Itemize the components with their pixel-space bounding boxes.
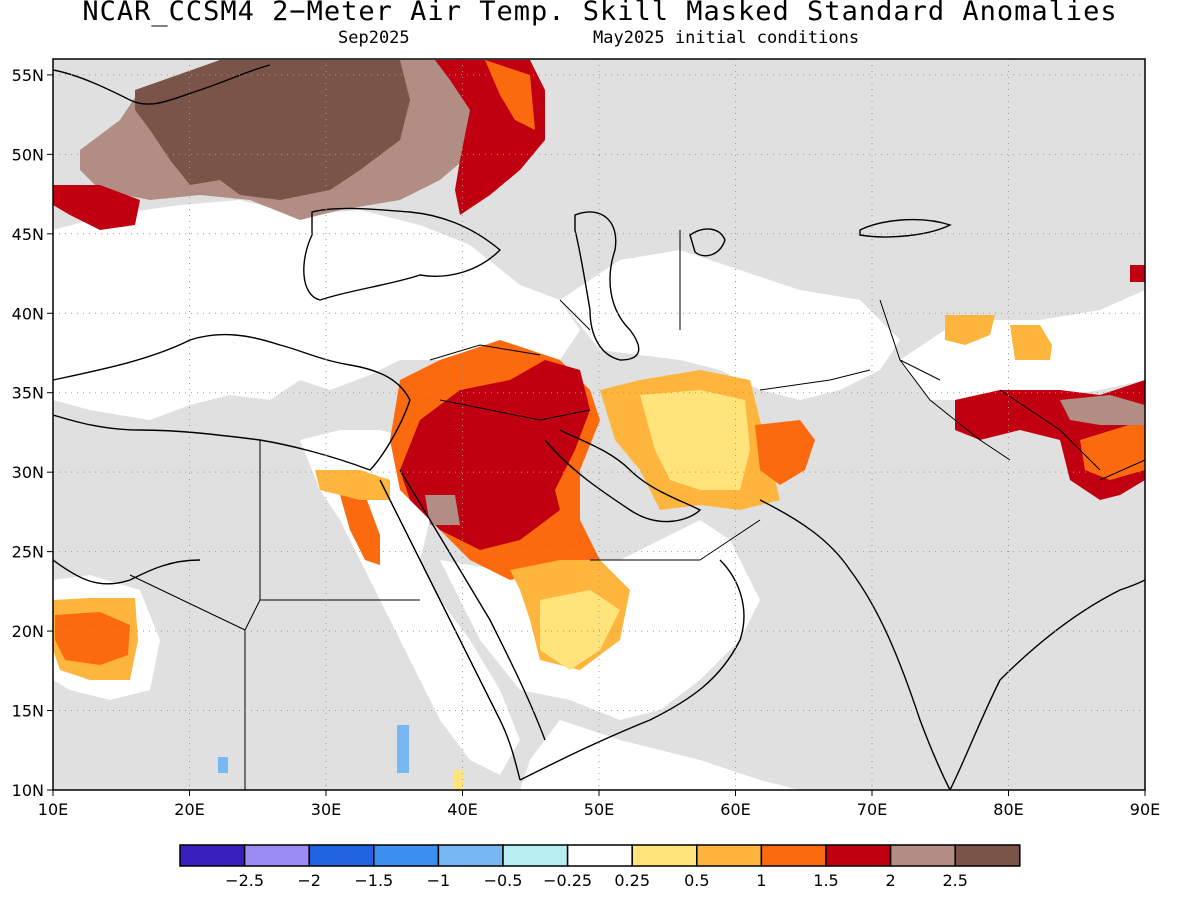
colorbar-label: 2.5: [942, 871, 967, 890]
anomaly-pamir-light-orange: [945, 315, 995, 345]
anomaly-russia-orange: [485, 60, 535, 130]
colorbar-swatch: [954, 844, 1021, 867]
lat-tick-label: 35N: [12, 384, 44, 403]
coast-black-sea: [303, 207, 502, 301]
white-region-mediterranean: [53, 200, 580, 420]
coast-india: [759, 499, 1145, 790]
anomaly-xinjiang-red: [1130, 265, 1145, 282]
colorbar-label: −0.25: [543, 871, 592, 890]
white-region-south: [520, 720, 800, 790]
colorbar: −2.5 −2 −1.5 −1 −0.5 −0.25 0.25 0.5 1 1.5 2 2.5: [179, 844, 1021, 890]
lon-tick-label: 10E: [38, 800, 68, 819]
anomaly-sahara-orange: [55, 612, 130, 665]
anomaly-arabia-yellow: [540, 590, 620, 670]
lon-tick-label: 40E: [447, 800, 477, 819]
anomaly-blue-cell-2: [218, 757, 228, 773]
lon-tick-label: 30E: [311, 800, 341, 819]
anomaly-iran-orange: [755, 420, 815, 485]
lat-tick-label: 40N: [12, 304, 44, 323]
anomaly-levant-light-orange: [315, 470, 390, 500]
coast-red-sea: [379, 469, 546, 781]
colorbar-label: −2: [297, 871, 321, 890]
lon-tick-label: 20E: [174, 800, 204, 819]
anomaly-alps-red: [53, 185, 140, 230]
anomaly-fields: [53, 60, 1145, 790]
lon-tick-label: 60E: [720, 800, 750, 819]
lat-tick-label: 10N: [12, 781, 44, 800]
colorbar-swatch: [179, 844, 246, 867]
anomaly-tibet-orange: [1080, 420, 1145, 480]
initial-conditions: May2025 initial conditions: [593, 28, 860, 48]
coast-persian-gulf: [544, 429, 702, 523]
colorbar-swatch: [889, 844, 956, 867]
anomaly-brown-patch: [425, 495, 460, 525]
colorbar-label: 1: [756, 871, 766, 890]
colorbar-swatch: [696, 844, 763, 867]
anomaly-tarim-light-orange: [1010, 325, 1052, 360]
latitude-axis: 55N 50N 45N 40N 35N 30N 25N 20N 15N 10N: [12, 66, 53, 800]
colorbar-label: −0.5: [484, 871, 523, 890]
coast-arabia-south: [519, 559, 745, 781]
coast-north-europe: [53, 64, 271, 105]
colorbar-label: −2.5: [225, 871, 264, 890]
colorbar-label: 2: [886, 871, 896, 890]
anomaly-iran-yellow: [640, 390, 750, 490]
white-region-central-asia: [560, 250, 900, 400]
lat-tick-label: 30N: [12, 463, 44, 482]
colorbar-swatch: [631, 844, 698, 867]
colorbar-swatch: [373, 844, 440, 867]
lat-tick-label: 55N: [12, 66, 44, 85]
lat-tick-label: 45N: [12, 225, 44, 244]
border-lines: [129, 230, 1145, 790]
coast-mediterranean: [53, 333, 411, 471]
anomaly-sinai-orange: [340, 495, 380, 565]
anomaly-yellow-cell: [453, 770, 463, 790]
graticule: [53, 59, 1145, 790]
coast-africa-west: [53, 559, 201, 585]
anomaly-europe-dark-brown: [135, 60, 410, 200]
valid-month: Sep2025: [338, 28, 410, 48]
coast-caspian: [574, 211, 640, 361]
coast-aral: [689, 228, 726, 257]
colorbar-swatch: [502, 844, 569, 867]
colorbar-swatch: [308, 844, 375, 867]
colorbar-swatch: [566, 844, 633, 867]
colorbar-label: −1.5: [354, 871, 393, 890]
colorbar-swatch: [825, 844, 892, 867]
longitude-axis: 10E 20E 30E 40E 50E 60E 70E 80E 90E: [38, 790, 1160, 819]
lon-tick-label: 70E: [857, 800, 887, 819]
lat-tick-label: 50N: [12, 145, 44, 164]
figure-title: NCAR_CCSM4 2−Meter Air Temp. Skill Maske…: [82, 0, 1118, 27]
lon-tick-label: 50E: [584, 800, 614, 819]
colorbar-label: 0.25: [614, 871, 650, 890]
coast-lake-balkhash: [859, 218, 952, 238]
lat-tick-label: 15N: [12, 702, 44, 721]
colorbar-swatch: [243, 844, 310, 867]
colorbar-swatch: [760, 844, 827, 867]
colorbar-label: −1: [427, 871, 451, 890]
lon-tick-label: 80E: [993, 800, 1023, 819]
colorbar-label: 1.5: [813, 871, 838, 890]
colorbar-label: 0.5: [684, 871, 709, 890]
anomaly-blue-cell: [397, 725, 409, 773]
coastlines: [53, 64, 1145, 790]
anomaly-tibet-brown: [1060, 395, 1145, 425]
lon-tick-label: 90E: [1130, 800, 1160, 819]
colorbar-swatch: [437, 844, 504, 867]
lat-tick-label: 20N: [12, 622, 44, 641]
lat-tick-label: 25N: [12, 543, 44, 562]
